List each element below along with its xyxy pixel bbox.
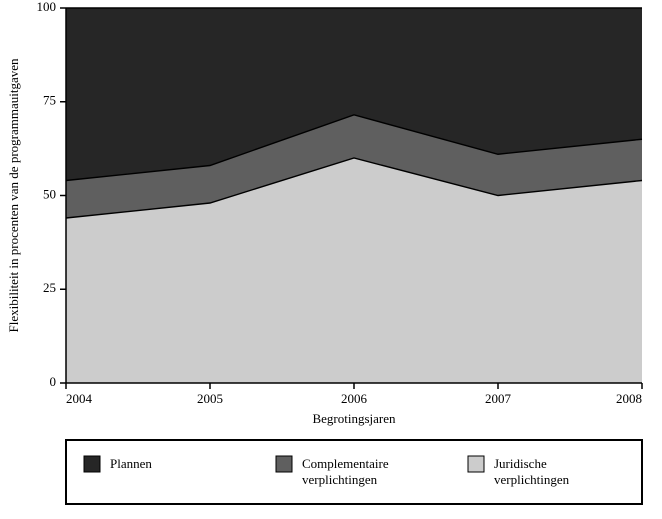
x-tick-label: 2005 (197, 391, 223, 406)
flexibility-stacked-area-chart: 0 25 50 75 100 2004 2005 2006 2007 2008 Begrotings… (0, 0, 662, 519)
x-tick-label: 2008 (616, 391, 642, 406)
x-tick-label: 2007 (485, 391, 512, 406)
y-tick-label: 0 (50, 374, 57, 389)
legend-label-plannen-line0: Plannen (110, 456, 152, 471)
x-tick-label: 2006 (341, 391, 368, 406)
y-tick-label: 50 (43, 186, 56, 201)
legend-swatch-juridische (468, 456, 484, 472)
y-tick-label: 100 (37, 0, 57, 14)
legend-swatch-plannen (84, 456, 100, 472)
legend-label-juridische-line1: verplichtingen (494, 472, 570, 487)
y-axis-label: Flexibiliteit in procenten van de progra… (6, 58, 21, 333)
y-tick-label: 25 (43, 280, 56, 295)
legend-label-complementaire-line1: verplichtingen (302, 472, 378, 487)
y-tick-label: 75 (43, 93, 56, 108)
legend-label-complementaire-line0: Complementaire (302, 456, 389, 471)
legend-swatch-complementaire (276, 456, 292, 472)
x-tick-label: 2004 (66, 391, 93, 406)
x-axis-label: Begrotingsjaren (312, 411, 396, 426)
legend-label-juridische-line0: Juridische (494, 456, 547, 471)
